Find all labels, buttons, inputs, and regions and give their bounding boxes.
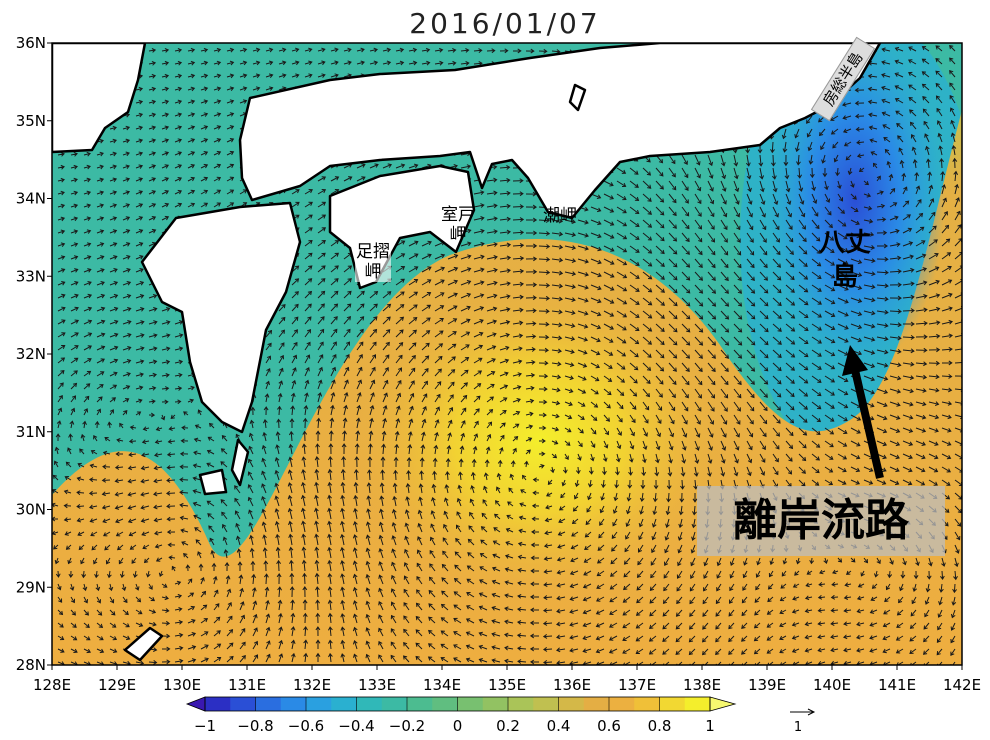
colorbar-bin: [255, 697, 282, 711]
y-tick-label: 34N: [16, 190, 46, 208]
x-tick-label: 135E: [488, 676, 526, 694]
vector-scale-label: 1: [794, 720, 802, 735]
axes: 128E 129E 130E 131E 132E 133E 134E 135E 136E 137E…: [16, 34, 981, 694]
colorbar-tick-label: −0.4: [338, 717, 374, 735]
colorbar-tick-label: 1: [705, 717, 715, 735]
colorbar-bin: [684, 697, 711, 711]
colorbar-bin: [659, 697, 686, 711]
x-tick-label: 139E: [748, 676, 786, 694]
colorbar-tick-label: 0: [453, 717, 463, 735]
honshu: [238, 43, 882, 220]
island: [568, 83, 587, 112]
place-label: 潮岬: [543, 206, 577, 226]
y-tick-label: 31N: [16, 423, 46, 441]
y-tick-label: 29N: [16, 578, 46, 596]
y-tick-label: 28N: [16, 656, 46, 674]
colorbar-tick-label: 0.8: [648, 717, 672, 735]
annotation-arrowhead: [842, 345, 868, 376]
colorbar-bin: [331, 697, 357, 711]
x-tick-label: 130E: [163, 676, 201, 694]
x-tick-label: 138E: [683, 676, 721, 694]
colorbar-bin: [280, 697, 307, 711]
y-tick-label: 36N: [16, 34, 46, 52]
kyushu: [140, 201, 302, 434]
colorbar-bin: [457, 697, 484, 711]
x-tick-label: 131E: [228, 676, 266, 694]
field: [52, 43, 962, 665]
cold-eddy: [765, 43, 945, 370]
colorbar-bin: [482, 697, 509, 711]
x-tick-label: 141E: [878, 676, 916, 694]
x-tick-label: 142E: [943, 676, 981, 694]
island: [198, 468, 228, 496]
place-label: 室戸岬: [441, 205, 475, 245]
colorbar-bin: [205, 697, 231, 711]
colorbar-tick-label: −0.8: [237, 717, 273, 735]
warm-eddy: [350, 280, 730, 600]
island: [123, 626, 164, 662]
x-tick-label: 132E: [293, 676, 331, 694]
x-tick-label: 128E: [33, 676, 71, 694]
colorbar-bin: [407, 697, 433, 711]
colorbar-bin: [634, 697, 660, 711]
place-label: 足摺岬: [355, 242, 391, 282]
colorbar-bin: [306, 697, 332, 711]
korea: [52, 43, 147, 154]
x-tick-label: 133E: [358, 676, 396, 694]
colorbar-bin: [533, 697, 559, 711]
y-tick-label: 35N: [16, 112, 46, 130]
colorbar-tick-label: 0.6: [597, 717, 621, 735]
island: [230, 438, 250, 487]
colorbar-over: [709, 696, 737, 712]
x-tick-label: 140E: [813, 676, 851, 694]
map-title: 2016/01/07: [409, 7, 600, 40]
colorbar-bin: [432, 697, 458, 711]
colorbar-under: [185, 696, 206, 712]
colorbar-bin: [508, 697, 534, 711]
colorbar-tick-label: −0.6: [288, 717, 324, 735]
colorbar-bin: [381, 697, 408, 711]
place-label: 八丈島: [818, 228, 871, 292]
x-tick-label: 137E: [618, 676, 656, 694]
y-tick-label: 32N: [16, 345, 46, 363]
colorbar-bin: [356, 697, 383, 711]
colorbar: −1 −0.8 −0.6 −0.4 −0.2 0 0.2 0.4 0.6 0.8 1: [185, 696, 737, 735]
x-tick-label: 136E: [553, 676, 591, 694]
colorbar-bin: [583, 697, 610, 711]
colorbar-tick-label: −0.2: [389, 717, 425, 735]
colorbar-bin: [230, 697, 256, 711]
colorbar-tick-label: 0.4: [547, 717, 571, 735]
vector-scale-arrow: [790, 708, 816, 716]
annotation: 離岸流路: [697, 486, 945, 556]
colorbar-tick-label: −1: [194, 717, 216, 735]
y-tick-label: 30N: [16, 501, 46, 519]
colorbar-bin: [558, 697, 585, 711]
x-tick-label: 129E: [98, 676, 136, 694]
colorbar-bin: [609, 697, 635, 711]
y-tick-label: 33N: [16, 267, 46, 285]
colorbar-tick-label: 0.2: [496, 717, 520, 735]
annotation-arrow: [851, 369, 884, 479]
x-tick-label: 134E: [423, 676, 461, 694]
